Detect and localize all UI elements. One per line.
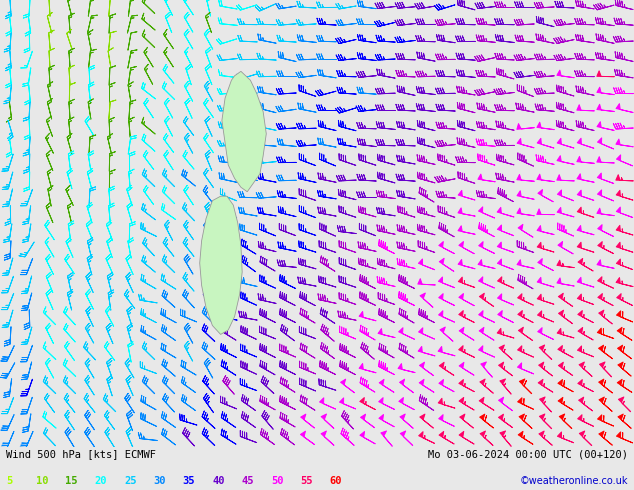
Text: 60: 60 xyxy=(330,476,342,487)
Text: 40: 40 xyxy=(212,476,224,487)
Polygon shape xyxy=(200,196,242,334)
Text: 25: 25 xyxy=(124,476,136,487)
Text: ©weatheronline.co.uk: ©weatheronline.co.uk xyxy=(519,476,628,487)
Text: 15: 15 xyxy=(65,476,77,487)
Text: 10: 10 xyxy=(36,476,48,487)
Polygon shape xyxy=(222,72,266,192)
Text: Wind 500 hPa [kts] ECMWF: Wind 500 hPa [kts] ECMWF xyxy=(6,449,157,460)
Text: 50: 50 xyxy=(271,476,283,487)
Text: 35: 35 xyxy=(183,476,195,487)
Text: 45: 45 xyxy=(242,476,254,487)
Text: 5: 5 xyxy=(6,476,13,487)
Text: Mo 03-06-2024 00:00 UTC (00+120): Mo 03-06-2024 00:00 UTC (00+120) xyxy=(428,449,628,460)
Text: 30: 30 xyxy=(153,476,166,487)
Text: 55: 55 xyxy=(301,476,313,487)
Text: 20: 20 xyxy=(94,476,107,487)
